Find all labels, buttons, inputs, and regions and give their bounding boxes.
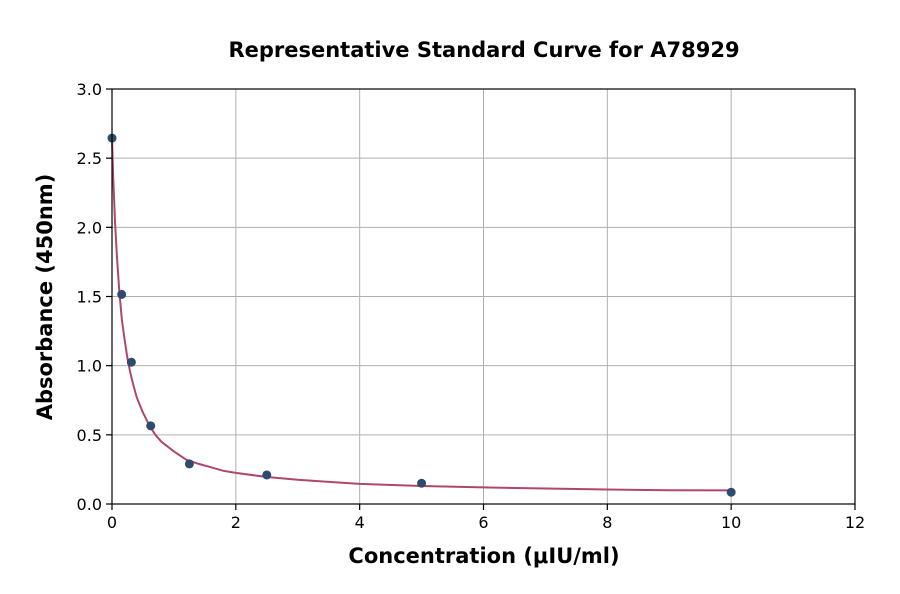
x-tick-label: 4 xyxy=(355,513,365,532)
grid xyxy=(111,88,856,505)
x-axis-label: Concentration (μIU/ml) xyxy=(348,544,619,568)
x-axis-ticks: 0 2 4 6 8 10 12 xyxy=(107,504,865,532)
x-tick-label: 12 xyxy=(845,513,865,532)
y-tick-label: 1.5 xyxy=(77,288,102,307)
y-axis-label: Absorbance (450nm) xyxy=(33,174,57,421)
y-tick-label: 2.0 xyxy=(77,218,102,237)
y-tick-label: 1.0 xyxy=(77,357,102,376)
y-tick-label: 0.5 xyxy=(77,426,102,445)
y-tick-label: 2.5 xyxy=(77,149,102,168)
data-point xyxy=(146,421,156,431)
x-tick-label: 6 xyxy=(478,513,488,532)
data-point xyxy=(117,289,127,299)
x-tick-label: 0 xyxy=(107,513,117,532)
y-axis-ticks: 0.0 0.5 1.0 1.5 2.0 2.5 3.0 xyxy=(77,80,112,514)
x-tick-label: 10 xyxy=(721,513,741,532)
y-tick-label: 3.0 xyxy=(77,80,102,99)
data-point xyxy=(417,478,427,488)
y-tick-label: 0.0 xyxy=(77,495,102,514)
data-point xyxy=(184,459,194,469)
data-point xyxy=(262,470,272,480)
data-point xyxy=(126,357,136,367)
fit-curve xyxy=(111,138,732,492)
x-tick-label: 8 xyxy=(602,513,612,532)
chart-title: Representative Standard Curve for A78929 xyxy=(228,38,739,62)
fit-curve-layer xyxy=(111,138,732,492)
data-points xyxy=(107,133,736,497)
x-tick-label: 2 xyxy=(231,513,241,532)
data-point xyxy=(726,487,736,497)
